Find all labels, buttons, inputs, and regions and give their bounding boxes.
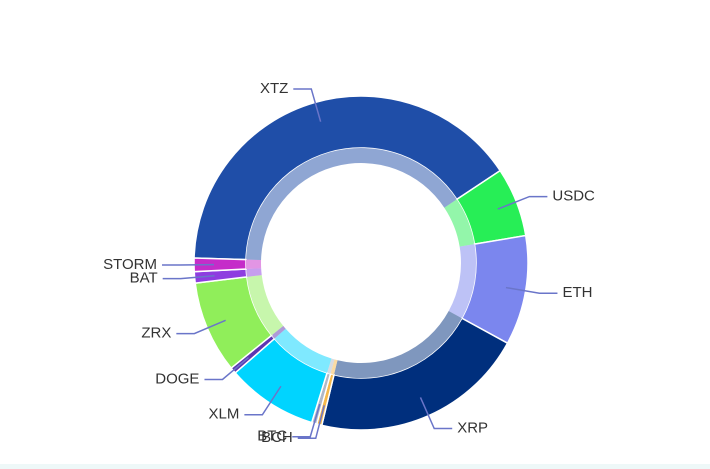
slice-inner <box>274 328 332 373</box>
slice-label: XRP <box>457 419 488 436</box>
slice-inner <box>246 268 262 277</box>
leader-line <box>176 319 226 335</box>
slice-label: XLM <box>209 406 240 423</box>
slice-label: BCH <box>261 429 293 446</box>
slice-inner <box>327 358 335 374</box>
leader-line <box>419 397 453 430</box>
leader-line <box>293 88 322 122</box>
leader-line <box>497 195 548 210</box>
slice-inner <box>271 325 286 339</box>
slice-label: ZRX <box>141 325 171 342</box>
slice-label: STORM <box>103 256 157 273</box>
leader-line <box>162 274 215 280</box>
slice-inner <box>444 199 475 247</box>
leader-line <box>204 357 249 381</box>
slice-inner <box>333 311 462 378</box>
slice-label: USDC <box>552 188 595 205</box>
slice-inner <box>246 147 457 261</box>
slice-inner <box>330 359 338 375</box>
leader-line <box>297 405 325 440</box>
slice-inner <box>245 259 262 269</box>
slice <box>193 95 502 261</box>
slice-label: BTC <box>257 428 287 445</box>
slice-label: ETH <box>562 284 592 301</box>
slice-label: DOGE <box>155 370 199 387</box>
slice-inner <box>246 275 284 336</box>
slice-inner <box>448 244 476 319</box>
bottom-strip <box>0 464 710 469</box>
leader-line <box>244 385 282 416</box>
slice-label: BAT <box>130 270 158 287</box>
slice-label: XTZ <box>260 80 288 97</box>
leader-line <box>292 403 321 438</box>
leader-line <box>505 286 558 294</box>
